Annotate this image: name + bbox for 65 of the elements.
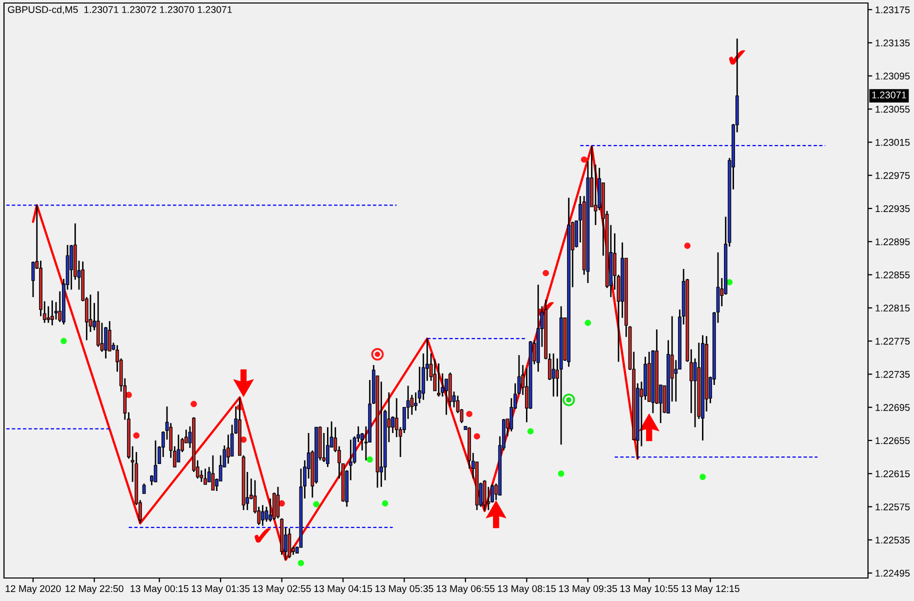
candlestick [260, 504, 264, 526]
point [527, 428, 534, 434]
y-tick-label: 1.22735 [876, 370, 910, 378]
y-tick-label: 1.22975 [876, 172, 910, 179]
y-tick-label: 1.22655 [876, 437, 910, 444]
candlestick [46, 306, 50, 324]
y-tick-label: 1.22695 [876, 404, 910, 411]
point [233, 369, 254, 398]
chart-title: GBPUSD-cd,M5 1.23071 1.23072 1.23070 1.23071 [8, 6, 232, 14]
y-tick-label: 1.22615 [876, 470, 910, 478]
candlestick [594, 164, 598, 226]
candlestick [211, 454, 215, 491]
point [700, 474, 706, 480]
y-tick-label: 1.22895 [876, 238, 910, 246]
annotation: 1.23071 [872, 92, 906, 98]
line-series [32, 145, 639, 561]
y-tick-label: 1.22535 [876, 536, 910, 544]
x-tick-label: 13 May 12:15 [682, 585, 740, 594]
x-tick-label: 13 May 00:15 [130, 585, 188, 594]
point [584, 320, 592, 326]
y-tick-label: 1.23175 [876, 6, 910, 14]
candlestick [288, 528, 292, 559]
y-tick-label: 1.23095 [876, 72, 910, 80]
candlestick [204, 468, 207, 486]
y-tick-label: 1.22855 [876, 271, 910, 278]
point [382, 500, 388, 507]
x-tick-label: 13 May 05:35 [376, 585, 434, 594]
point [684, 242, 691, 249]
point [313, 501, 320, 508]
y-tick-label: 1.23135 [876, 40, 910, 46]
point [558, 470, 564, 477]
point [190, 400, 197, 408]
point [486, 500, 506, 528]
point [542, 270, 549, 276]
candlestick [414, 392, 418, 412]
y-tick-label: 1.22575 [876, 503, 910, 510]
point [133, 432, 140, 439]
x-tick-label: 13 May 04:15 [314, 585, 372, 594]
y-tick-label: 1.22775 [876, 338, 910, 345]
point [638, 413, 660, 442]
point [474, 433, 480, 440]
annotation: ✔ [254, 528, 271, 543]
candlestick [226, 434, 230, 464]
candlestick [142, 482, 146, 494]
x-tick-label: 12 May 22:50 [66, 585, 124, 594]
x-tick-label: 13 May 10:55 [620, 585, 678, 594]
x-tick-label: 13 May 01:35 [192, 585, 250, 594]
candlestick [326, 426, 330, 468]
point [580, 156, 588, 163]
point [466, 410, 472, 418]
y-tick-label: 1.22815 [876, 304, 910, 312]
x-tick-label: 13 May 02:55 [253, 585, 311, 594]
y-tick-label: 1.22495 [876, 570, 910, 577]
x-tick-label: 12 May 2020 [6, 585, 61, 594]
x-tick-label: 13 May 09:35 [559, 585, 617, 594]
point [366, 456, 373, 463]
point [60, 338, 67, 344]
y-tick-label: 1.23055 [876, 106, 910, 113]
y-tick-label: 1.23015 [876, 138, 910, 146]
x-tick-label: 13 May 08:15 [498, 585, 556, 594]
point [298, 560, 304, 566]
y-tick-label: 1.22935 [876, 205, 910, 212]
x-tick-label: 13 May 06:55 [436, 585, 495, 594]
candlestick [436, 362, 440, 398]
candlestick [50, 300, 54, 326]
